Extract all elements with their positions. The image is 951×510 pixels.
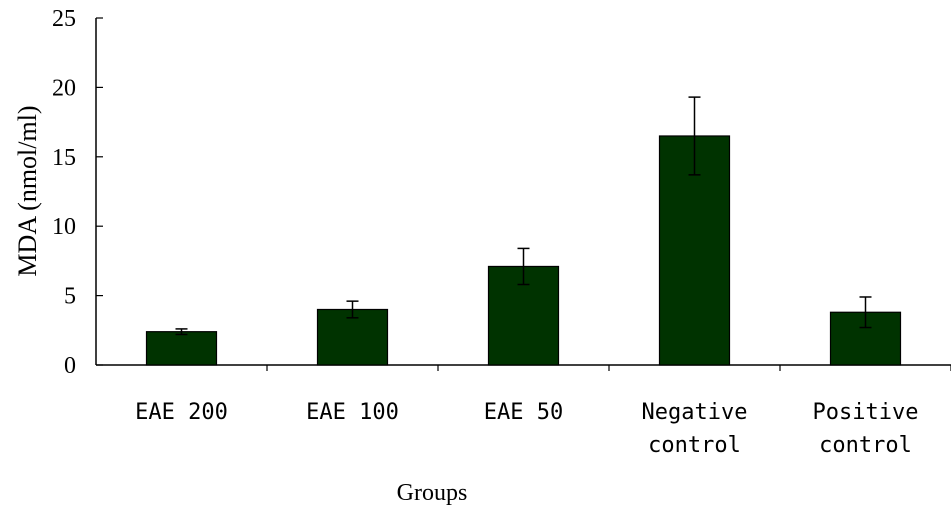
category-label: EAE 50	[484, 400, 563, 425]
y-tick-label: 10	[52, 214, 76, 240]
bar	[145, 331, 218, 366]
y-axis-ticks: 0 5 10 15 20 25	[52, 6, 103, 379]
y-tick-label: 15	[52, 145, 76, 171]
category-label: EAE 100	[306, 400, 399, 425]
y-tick-label: 20	[52, 75, 76, 101]
y-tick-label: 0	[64, 353, 76, 379]
category-label: EAE 200	[135, 400, 228, 425]
category-label: Positive	[813, 400, 919, 425]
x-axis-ticks	[266, 365, 951, 371]
x-axis-title: Groups	[397, 480, 468, 506]
category-labels: EAE 200 EAE 100 EAE 50 Negative control Posit…	[135, 400, 918, 458]
bar	[316, 308, 389, 366]
error-bars-group	[175, 96, 872, 336]
category-label: control	[819, 433, 912, 458]
y-tick-label: 25	[52, 6, 76, 32]
category-label: Negative	[642, 400, 748, 425]
category-label: control	[648, 433, 741, 458]
y-axis-title: MDA (nmol/ml)	[13, 105, 42, 276]
y-tick-label: 5	[64, 284, 76, 310]
bars-group	[145, 135, 902, 366]
